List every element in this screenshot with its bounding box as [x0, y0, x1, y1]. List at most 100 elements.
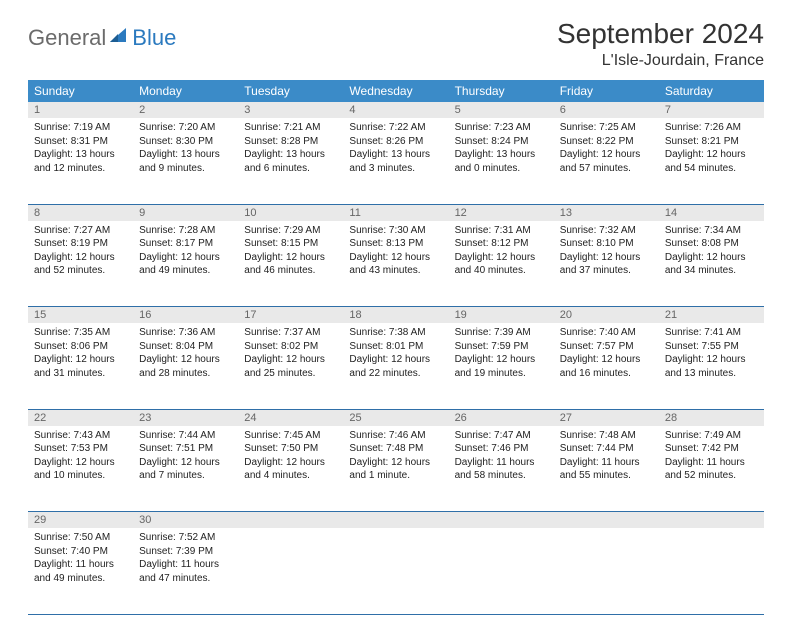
daylight-text: Daylight: 12 hours and 34 minutes.	[665, 251, 758, 278]
day-cell	[554, 528, 659, 614]
day-number-cell	[238, 512, 343, 529]
sunset-text: Sunset: 8:22 PM	[560, 135, 653, 149]
daylight-text: Daylight: 12 hours and 1 minute.	[349, 456, 442, 483]
sunrise-text: Sunrise: 7:46 AM	[349, 429, 442, 443]
day-cell: Sunrise: 7:31 AMSunset: 8:12 PMDaylight:…	[449, 221, 554, 307]
day-cell: Sunrise: 7:22 AMSunset: 8:26 PMDaylight:…	[343, 118, 448, 204]
sunrise-text: Sunrise: 7:39 AM	[455, 326, 548, 340]
sunset-text: Sunset: 7:40 PM	[34, 545, 127, 559]
week-row: Sunrise: 7:35 AMSunset: 8:06 PMDaylight:…	[28, 323, 764, 409]
day-number-cell: 13	[554, 204, 659, 221]
day-number-row: 891011121314	[28, 204, 764, 221]
sunset-text: Sunset: 7:51 PM	[139, 442, 232, 456]
day-number-cell	[659, 512, 764, 529]
sunset-text: Sunset: 7:57 PM	[560, 340, 653, 354]
day-cell	[343, 528, 448, 614]
sunrise-text: Sunrise: 7:28 AM	[139, 224, 232, 238]
day-number-cell: 5	[449, 102, 554, 118]
day-cell: Sunrise: 7:30 AMSunset: 8:13 PMDaylight:…	[343, 221, 448, 307]
day-number-cell	[343, 512, 448, 529]
day-cell: Sunrise: 7:38 AMSunset: 8:01 PMDaylight:…	[343, 323, 448, 409]
day-cell: Sunrise: 7:45 AMSunset: 7:50 PMDaylight:…	[238, 426, 343, 512]
weekday-header: Wednesday	[343, 80, 448, 102]
day-number-cell	[449, 512, 554, 529]
day-number-cell: 21	[659, 307, 764, 324]
daylight-text: Daylight: 11 hours and 58 minutes.	[455, 456, 548, 483]
day-cell: Sunrise: 7:27 AMSunset: 8:19 PMDaylight:…	[28, 221, 133, 307]
sunrise-text: Sunrise: 7:26 AM	[665, 121, 758, 135]
daylight-text: Daylight: 12 hours and 37 minutes.	[560, 251, 653, 278]
day-number-cell: 11	[343, 204, 448, 221]
sunset-text: Sunset: 7:59 PM	[455, 340, 548, 354]
day-cell	[659, 528, 764, 614]
sunrise-text: Sunrise: 7:34 AM	[665, 224, 758, 238]
sunrise-text: Sunrise: 7:40 AM	[560, 326, 653, 340]
daylight-text: Daylight: 13 hours and 6 minutes.	[244, 148, 337, 175]
sunset-text: Sunset: 8:06 PM	[34, 340, 127, 354]
daylight-text: Daylight: 13 hours and 9 minutes.	[139, 148, 232, 175]
sunset-text: Sunset: 8:30 PM	[139, 135, 232, 149]
daylight-text: Daylight: 12 hours and 54 minutes.	[665, 148, 758, 175]
daylight-text: Daylight: 12 hours and 46 minutes.	[244, 251, 337, 278]
daylight-text: Daylight: 12 hours and 13 minutes.	[665, 353, 758, 380]
day-number-cell: 30	[133, 512, 238, 529]
day-cell: Sunrise: 7:37 AMSunset: 8:02 PMDaylight:…	[238, 323, 343, 409]
weekday-header-row: Sunday Monday Tuesday Wednesday Thursday…	[28, 80, 764, 102]
sunrise-text: Sunrise: 7:45 AM	[244, 429, 337, 443]
daylight-text: Daylight: 11 hours and 47 minutes.	[139, 558, 232, 585]
daylight-text: Daylight: 12 hours and 22 minutes.	[349, 353, 442, 380]
daylight-text: Daylight: 11 hours and 52 minutes.	[665, 456, 758, 483]
day-cell: Sunrise: 7:40 AMSunset: 7:57 PMDaylight:…	[554, 323, 659, 409]
sunset-text: Sunset: 8:28 PM	[244, 135, 337, 149]
daylight-text: Daylight: 12 hours and 40 minutes.	[455, 251, 548, 278]
sunrise-text: Sunrise: 7:43 AM	[34, 429, 127, 443]
weekday-header: Saturday	[659, 80, 764, 102]
sunrise-text: Sunrise: 7:19 AM	[34, 121, 127, 135]
weekday-header: Thursday	[449, 80, 554, 102]
week-row: Sunrise: 7:27 AMSunset: 8:19 PM Daylight:…	[28, 221, 764, 307]
day-number-cell: 27	[554, 409, 659, 426]
daylight-text: Daylight: 12 hours and 10 minutes.	[34, 456, 127, 483]
daylight-text: Daylight: 12 hours and 19 minutes.	[455, 353, 548, 380]
sunset-text: Sunset: 7:53 PM	[34, 442, 127, 456]
day-cell: Sunrise: 7:29 AMSunset: 8:15 PMDaylight:…	[238, 221, 343, 307]
day-cell: Sunrise: 7:23 AMSunset: 8:24 PMDaylight:…	[449, 118, 554, 204]
day-cell: Sunrise: 7:19 AMSunset: 8:31 PMDaylight:…	[28, 118, 133, 204]
day-cell: Sunrise: 7:26 AMSunset: 8:21 PMDaylight:…	[659, 118, 764, 204]
daylight-text: Daylight: 12 hours and 7 minutes.	[139, 456, 232, 483]
day-number-row: 22232425262728	[28, 409, 764, 426]
daylight-text: Daylight: 11 hours and 55 minutes.	[560, 456, 653, 483]
day-number-cell	[554, 512, 659, 529]
calendar-table: Sunday Monday Tuesday Wednesday Thursday…	[28, 80, 764, 615]
sunset-text: Sunset: 8:10 PM	[560, 237, 653, 251]
sunset-text: Sunset: 8:15 PM	[244, 237, 337, 251]
brand-part1: General	[28, 27, 106, 49]
daylight-text: Daylight: 11 hours and 49 minutes.	[34, 558, 127, 585]
daylight-text: Daylight: 13 hours and 0 minutes.	[455, 148, 548, 175]
day-number-cell: 15	[28, 307, 133, 324]
day-number-cell: 9	[133, 204, 238, 221]
sunrise-text: Sunrise: 7:36 AM	[139, 326, 232, 340]
week-row: Sunrise: 7:19 AMSunset: 8:31 PMDaylight:…	[28, 118, 764, 204]
sunset-text: Sunset: 8:24 PM	[455, 135, 548, 149]
sunrise-text: Sunrise: 7:44 AM	[139, 429, 232, 443]
day-cell: Sunrise: 7:39 AMSunset: 7:59 PMDaylight:…	[449, 323, 554, 409]
day-cell: Sunrise: 7:25 AMSunset: 8:22 PMDaylight:…	[554, 118, 659, 204]
day-number-cell: 18	[343, 307, 448, 324]
day-number-cell: 1	[28, 102, 133, 118]
day-cell: Sunrise: 7:34 AMSunset: 8:08 PMDaylight:…	[659, 221, 764, 307]
page-header: General Blue September 2024 L'Isle-Jourd…	[28, 18, 764, 70]
weekday-header: Tuesday	[238, 80, 343, 102]
day-cell: Sunrise: 7:50 AMSunset: 7:40 PMDaylight:…	[28, 528, 133, 614]
sunrise-text: Sunrise: 7:27 AM	[34, 224, 127, 238]
day-number-cell: 25	[343, 409, 448, 426]
day-cell: Sunrise: 7:28 AMSunset: 8:17 PMDaylight:…	[133, 221, 238, 307]
sunset-text: Sunset: 7:50 PM	[244, 442, 337, 456]
sunrise-text: Sunrise: 7:30 AM	[349, 224, 442, 238]
sunset-text: Sunset: 7:46 PM	[455, 442, 548, 456]
day-number-row: 2930	[28, 512, 764, 529]
sunset-text: Sunset: 8:04 PM	[139, 340, 232, 354]
sunset-text: Sunset: 8:01 PM	[349, 340, 442, 354]
sunrise-text: Sunrise: 7:29 AM	[244, 224, 337, 238]
sunset-text: Sunset: 8:19 PM	[34, 237, 127, 251]
